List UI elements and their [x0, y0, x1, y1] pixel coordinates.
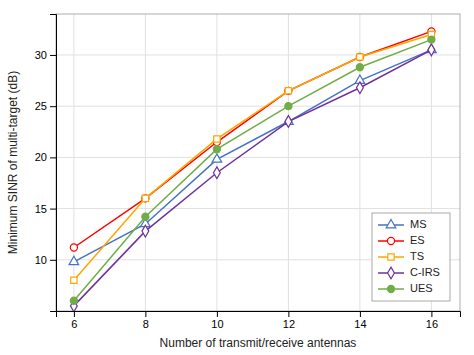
point — [142, 195, 148, 201]
tick-label: 16 — [426, 318, 438, 330]
tick-label: 6 — [71, 318, 77, 330]
point — [285, 87, 292, 94]
tick: 10 — [35, 254, 56, 266]
point — [428, 44, 435, 56]
tick-label: 8 — [143, 318, 149, 330]
tick: 10 — [211, 311, 223, 330]
x-axis: 6 8 10 12 14 16 — [57, 311, 461, 330]
y-axis: 10 15 20 25 30 — [35, 15, 57, 312]
point — [356, 53, 363, 60]
tick-label: 10 — [35, 254, 47, 266]
tick-mark — [50, 260, 56, 261]
point — [285, 103, 292, 110]
tick-mark — [50, 157, 56, 158]
tick-mark — [50, 209, 56, 210]
y-axis-title: Minimum SINR of multi-target (dB) — [6, 71, 20, 254]
point — [142, 225, 149, 237]
tick-mark — [431, 311, 432, 317]
point — [356, 82, 363, 94]
grid — [56, 14, 460, 311]
legend-marker — [388, 267, 395, 279]
point — [214, 136, 220, 142]
point — [142, 213, 149, 220]
legend-label: UES — [410, 282, 433, 294]
grid-line — [288, 14, 289, 311]
tick-label: 20 — [35, 151, 47, 163]
tick-label: 14 — [354, 318, 366, 330]
legend: MS ES TS C-IRS UES — [372, 213, 450, 301]
tick-label: 12 — [283, 318, 295, 330]
tick-label: 10 — [211, 318, 223, 330]
legend-marker — [388, 254, 394, 260]
grid-line — [73, 14, 74, 311]
legend-label: ES — [410, 234, 425, 246]
tick-mark — [50, 106, 56, 107]
grid-line — [145, 14, 146, 311]
legend-marker — [387, 237, 394, 244]
point — [70, 297, 77, 304]
tick-mark — [145, 311, 146, 317]
legend-item: MS — [378, 218, 427, 230]
legend-item: ES — [378, 234, 425, 246]
tick: 12 — [283, 311, 295, 330]
tick-mark — [288, 311, 289, 317]
x-axis-title: Number of transmit/receive antennas — [160, 336, 357, 350]
grid-line — [56, 208, 460, 209]
grid-line — [56, 54, 460, 55]
point — [213, 167, 220, 179]
tick-label: 15 — [35, 203, 47, 215]
tick: 14 — [354, 311, 366, 330]
tick: 25 — [35, 100, 56, 112]
plot: 6 8 10 12 14 16 10 15 20 25 30 MS ES TS C-IRS UES — [35, 14, 461, 330]
point — [142, 195, 149, 202]
tick: 20 — [35, 151, 56, 163]
tick-mark — [217, 311, 218, 317]
legend-marker — [386, 219, 396, 227]
point — [285, 116, 292, 128]
legend-box — [372, 213, 450, 301]
legend-label: C-IRS — [410, 266, 440, 278]
tick: 15 — [35, 203, 56, 215]
tick: 16 — [426, 311, 438, 330]
point — [70, 244, 77, 251]
point — [285, 88, 291, 94]
tick: 8 — [143, 311, 149, 330]
point — [357, 54, 363, 60]
legend-item: TS — [378, 250, 424, 262]
grid-line — [56, 157, 460, 158]
tick-mark — [74, 311, 75, 317]
point — [212, 154, 222, 162]
plot-frame — [56, 14, 460, 311]
tick-label: 25 — [35, 100, 47, 112]
legend-item: C-IRS — [378, 266, 440, 279]
tick-mark — [50, 55, 56, 56]
point — [213, 146, 220, 153]
tick-label: 30 — [35, 49, 47, 61]
axis-line — [57, 312, 461, 318]
legend-label: MS — [410, 218, 427, 230]
legend-item: UES — [378, 282, 433, 294]
point — [428, 36, 435, 43]
point — [69, 256, 79, 264]
grid-line — [56, 106, 460, 107]
tick-mark — [360, 311, 361, 317]
point — [71, 277, 77, 283]
legend-marker — [387, 285, 394, 292]
chart: 6 8 10 12 14 16 10 15 20 25 30 MS ES TS C-IRS UES Number… — [0, 0, 474, 355]
tick: 30 — [35, 49, 56, 61]
axis-line — [50, 15, 57, 312]
legend-label: TS — [410, 250, 424, 262]
point — [356, 64, 363, 71]
tick: 6 — [71, 311, 77, 330]
